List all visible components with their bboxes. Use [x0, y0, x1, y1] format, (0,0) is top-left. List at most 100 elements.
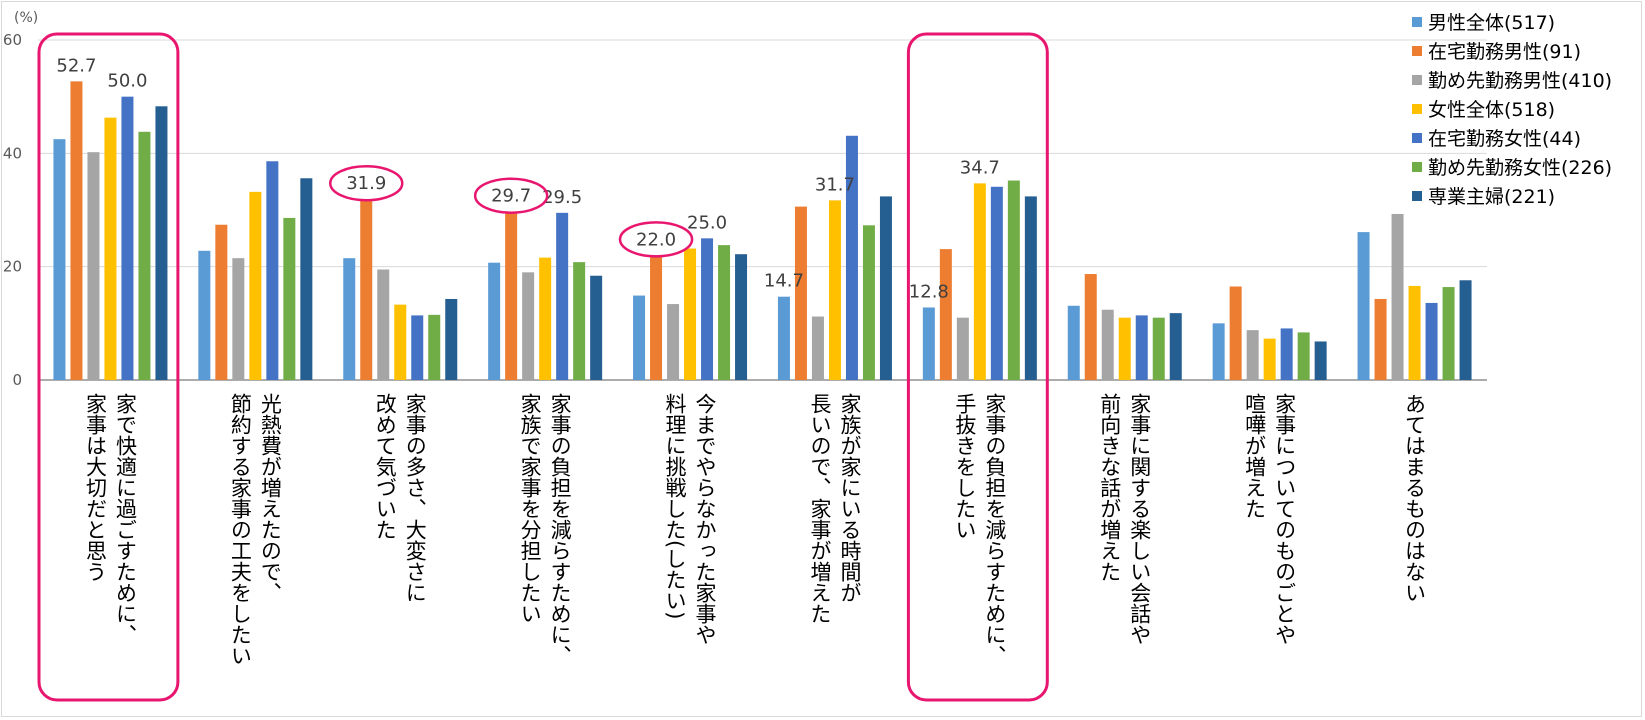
- legend-swatch: [1412, 162, 1422, 172]
- bar: [1085, 274, 1097, 380]
- category-label: 料理に挑戦した(したい): [663, 393, 687, 619]
- bar: [1298, 332, 1310, 380]
- bar: [735, 254, 747, 380]
- bar: [249, 192, 261, 380]
- bar: [266, 161, 278, 380]
- bar: [1409, 286, 1421, 380]
- bar: [1068, 306, 1080, 380]
- bar: [1375, 299, 1387, 380]
- bar: [1025, 196, 1037, 380]
- bar: [53, 139, 65, 380]
- legend-item-label: 専業主婦(221): [1428, 186, 1555, 208]
- legend-item-label: 女性全体(518): [1428, 99, 1555, 121]
- data-label: 52.7: [56, 55, 96, 76]
- category-label: 節約する家事の工夫をしたい: [228, 393, 252, 666]
- data-label: 12.8: [909, 281, 949, 302]
- legend-item-label: 在宅勤務男性(91): [1428, 41, 1581, 63]
- bar: [428, 315, 440, 380]
- bar: [1170, 313, 1182, 380]
- legend-item-label: 勤め先勤務女性(226): [1428, 157, 1612, 179]
- legend-swatch: [1412, 17, 1422, 27]
- bar: [377, 270, 389, 381]
- bar: [215, 225, 227, 380]
- bar: [283, 218, 295, 380]
- bar: [522, 272, 534, 380]
- bar: [829, 200, 841, 380]
- data-label: 31.9: [346, 173, 386, 194]
- category-label: 家で快適に過ごすために、: [113, 393, 137, 645]
- bar: [394, 305, 406, 380]
- data-label: 34.7: [960, 157, 1000, 178]
- data-label: 29.7: [491, 186, 531, 207]
- data-label: 50.0: [107, 71, 147, 92]
- bar: [1264, 339, 1276, 380]
- bar: [360, 199, 372, 380]
- bar: [590, 276, 602, 380]
- category-label: 改めて気づいた: [373, 393, 397, 540]
- bar: [505, 212, 517, 380]
- bar: [1443, 287, 1455, 380]
- bar: [70, 81, 82, 380]
- bar: [488, 263, 500, 380]
- category-label: あてはまるものはない: [1403, 393, 1427, 603]
- bar: [232, 258, 244, 380]
- y-unit-label: (%): [14, 10, 38, 26]
- category-label: 光熱費が増えたので、: [258, 393, 282, 603]
- legend-swatch: [1412, 133, 1422, 143]
- bar: [1281, 328, 1293, 380]
- category-label: 家事は大切だと思う: [83, 393, 107, 582]
- legend-swatch: [1412, 104, 1422, 114]
- category-label: 家事の負担を減らすために、: [548, 393, 572, 666]
- bar: [1102, 310, 1114, 380]
- bar: [1426, 303, 1438, 380]
- bar: [445, 299, 457, 380]
- bar: [667, 304, 679, 380]
- category-label: 前向きな話が増えた: [1098, 393, 1122, 582]
- bar: [812, 317, 824, 380]
- data-label: 31.7: [815, 174, 855, 195]
- bar: [1153, 318, 1165, 380]
- bar: [121, 97, 133, 380]
- category-label: 家事の多さ、大変さに: [403, 393, 427, 603]
- y-tick-label: 60: [3, 31, 22, 49]
- bar: [1247, 330, 1259, 380]
- data-label: 22.0: [636, 229, 676, 250]
- data-label: 14.7: [764, 271, 804, 292]
- category-label: 家族で家事を分担したい: [518, 393, 542, 624]
- bar: [650, 255, 662, 380]
- bar: [1119, 318, 1131, 380]
- legend-swatch: [1412, 191, 1422, 201]
- bar: [1358, 232, 1370, 380]
- data-label: 25.0: [687, 212, 727, 233]
- category-label: 家事の負担を減らすために、: [983, 393, 1007, 666]
- bar: [957, 318, 969, 380]
- legend-swatch: [1412, 46, 1422, 56]
- bar: [411, 315, 423, 380]
- bar: [556, 213, 568, 380]
- bar: [343, 258, 355, 380]
- bar: [880, 196, 892, 380]
- bar: [1213, 323, 1225, 380]
- category-label: 喧嘩が増えた: [1243, 393, 1267, 519]
- legend-item-label: 在宅勤務女性(44): [1428, 128, 1581, 150]
- y-tick-label: 0: [12, 371, 22, 389]
- category-label: 長いので、家事が増えた: [808, 393, 832, 624]
- bar: [300, 178, 312, 380]
- category-label: 家事に関する楽しい会話や: [1128, 393, 1152, 645]
- bar: [87, 152, 99, 380]
- legend-item-label: 勤め先勤務男性(410): [1428, 70, 1612, 92]
- bar: [846, 136, 858, 380]
- category-label: 手抜きをしたい: [953, 393, 977, 540]
- bar: [701, 238, 713, 380]
- bar: [633, 296, 645, 380]
- bar: [104, 118, 116, 380]
- y-tick-label: 20: [3, 258, 22, 276]
- bar: [1460, 280, 1472, 380]
- bar: [573, 262, 585, 380]
- bar: [974, 183, 986, 380]
- category-label: 今までやらなかった家事や: [693, 393, 717, 645]
- legend-item-label: 男性全体(517): [1428, 12, 1555, 34]
- bar: [718, 245, 730, 380]
- bar: [1392, 214, 1404, 380]
